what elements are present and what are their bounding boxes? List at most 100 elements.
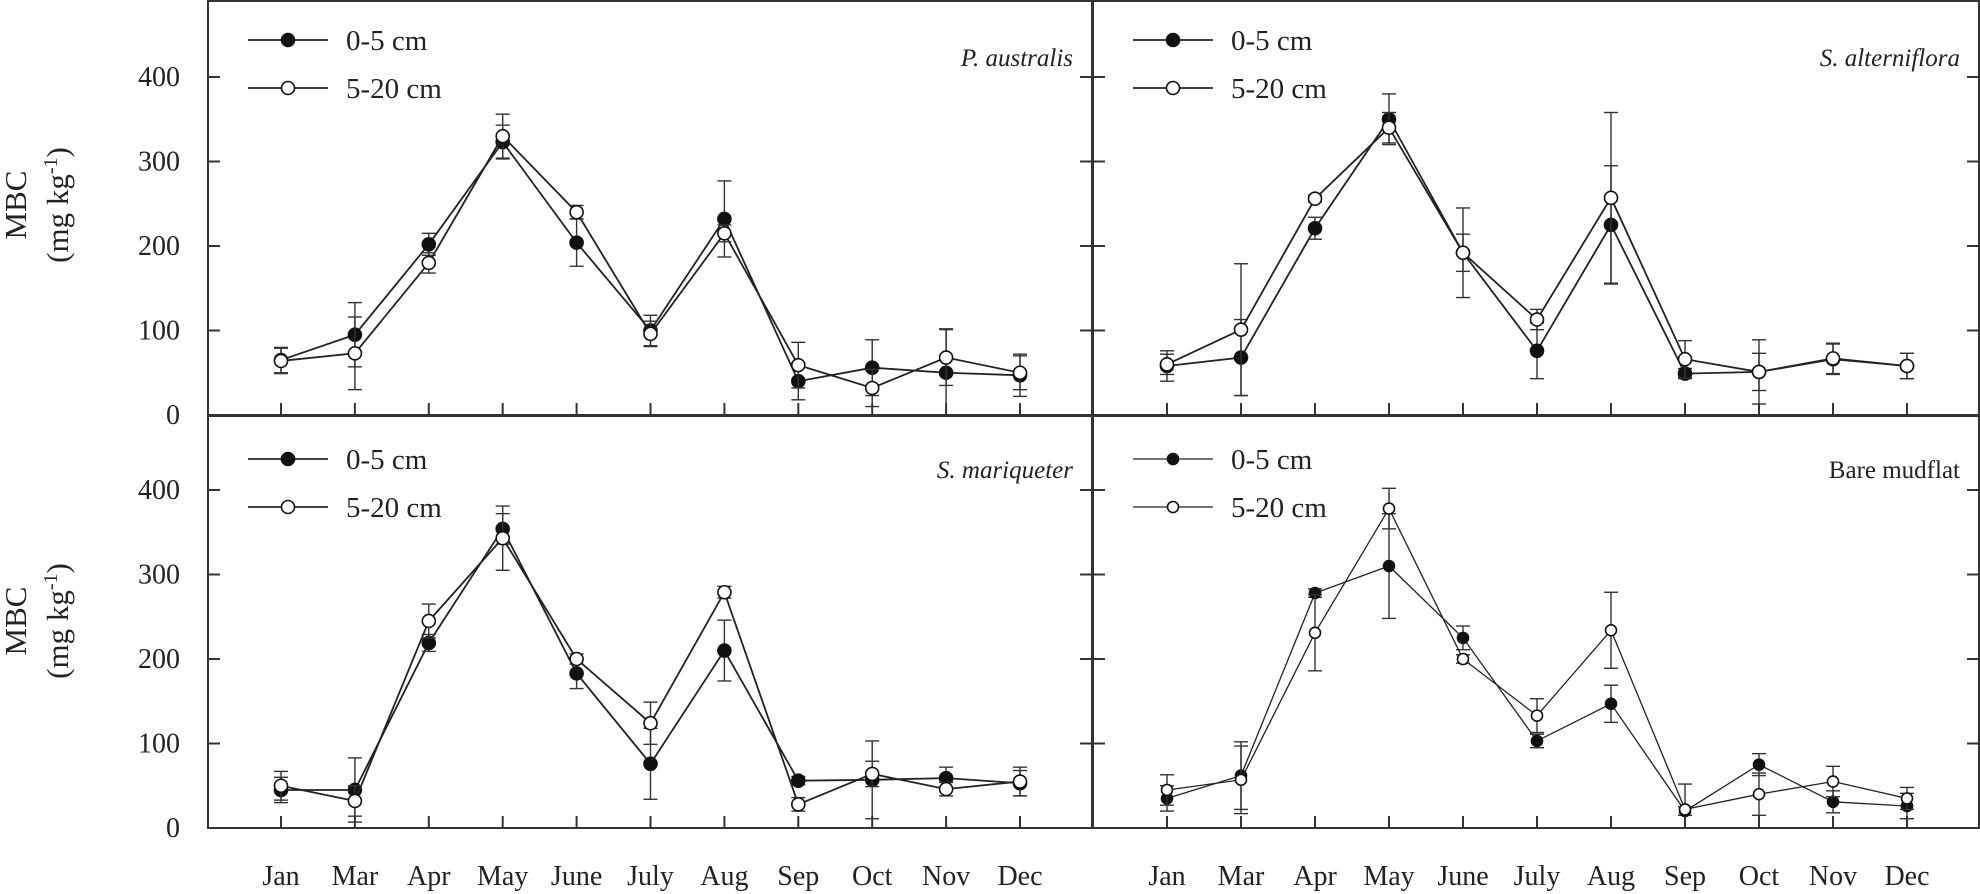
legend-marker [1165, 80, 1181, 96]
data-point [1604, 623, 1618, 637]
data-point [938, 781, 954, 797]
panel-title: Bare mudflat [1829, 457, 1960, 484]
data-point [421, 255, 437, 271]
data-point [569, 651, 584, 667]
data-point [643, 715, 658, 731]
series-line [1166, 507, 1908, 811]
legend-label: 5-20 cm [346, 73, 442, 105]
data-point [790, 773, 806, 788]
panel-title: S. mariqueter [937, 457, 1073, 484]
x-tick-label: Jan [1148, 861, 1185, 892]
data-point [1382, 559, 1396, 573]
x-tick-label: May [1363, 861, 1414, 892]
data-point [1678, 803, 1692, 816]
data-point [717, 584, 732, 600]
data-point [1603, 190, 1619, 206]
data-point [1159, 356, 1175, 372]
data-point [1456, 652, 1470, 666]
data-point [1677, 351, 1693, 367]
y-axis-unit: (mg kg-1) [40, 147, 75, 263]
data-point [1307, 220, 1323, 236]
data-point [1012, 365, 1028, 381]
y-tick-label: 100 [138, 729, 180, 760]
chart-panel-1: 0 100 200 300 400 MBC (mg kg-1) P. australis 0-5… [0, 0, 1093, 431]
x-tick-label: Mar [332, 861, 379, 892]
y-tick-label: 100 [138, 316, 180, 347]
x-tick-label: Nov [922, 861, 970, 892]
y-axis-unit: (mg kg-1) [40, 563, 75, 679]
data-point [495, 530, 511, 546]
y-tick-label: 200 [138, 644, 180, 675]
data-point [938, 350, 954, 365]
legend-marker [1166, 500, 1180, 514]
legend-label: 5-20 cm [1231, 73, 1327, 105]
legend-label: 0-5 cm [346, 25, 428, 57]
x-tick-label: Oct [1739, 861, 1780, 892]
y-tick-label: 300 [138, 147, 180, 178]
data-point [790, 797, 806, 812]
x-tick-label: Sep [1664, 861, 1706, 892]
data-point [1382, 502, 1396, 515]
data-point [1752, 787, 1766, 801]
x-tick-label: Apr [1293, 861, 1337, 892]
x-tick-label: Dec [1884, 861, 1929, 892]
data-point [1160, 783, 1174, 797]
y-tick-label: 0 [166, 400, 180, 431]
data-point [1604, 697, 1618, 711]
y-axis-title: MBC [0, 587, 33, 656]
y-tick-label: 0 [166, 813, 180, 844]
x-tick-label: Aug [700, 861, 748, 892]
x-tick-label: July [627, 861, 674, 892]
data-point [273, 778, 289, 794]
data-point [1826, 795, 1840, 809]
data-point [273, 353, 289, 369]
data-point [347, 346, 363, 361]
data-point [1825, 351, 1841, 366]
panel-title: P. australis [960, 45, 1073, 72]
y-tick-label: 300 [138, 560, 180, 591]
data-point [1456, 631, 1470, 645]
chart-panel-3: 0 100 200 300 400 Jan Mar Apr May June July Aug Sep O… [0, 415, 1093, 892]
legend-marker [1165, 32, 1181, 48]
x-tick-label: Oct [852, 861, 893, 892]
data-point [1307, 191, 1323, 206]
data-point [421, 613, 437, 629]
series-line [280, 134, 1021, 389]
plot-frame [207, 0, 1093, 416]
data-point [1381, 120, 1397, 135]
y-tick-label: 200 [138, 231, 180, 262]
data-point [569, 235, 584, 250]
legend-marker [280, 80, 296, 96]
x-tick-label: Aug [1587, 861, 1635, 892]
data-point [1826, 775, 1840, 788]
data-point [1529, 343, 1545, 359]
legend-marker [280, 32, 296, 48]
legend-label: 0-5 cm [1231, 25, 1313, 57]
data-point [1233, 322, 1249, 337]
x-tick-label: May [477, 861, 528, 892]
legend-label: 5-20 cm [1231, 492, 1327, 524]
data-point [1530, 709, 1544, 722]
y-tick-label: 400 [138, 62, 180, 93]
data-point [1530, 734, 1544, 748]
data-point [569, 666, 584, 681]
data-point [1900, 792, 1914, 805]
data-point [1529, 312, 1545, 327]
x-tick-label: Dec [997, 861, 1042, 892]
data-point [1751, 364, 1767, 380]
data-point [1899, 358, 1915, 374]
chart-panel-4: Jan Mar Apr May June July Aug Sep Oct Nov Dec Bare … [1092, 415, 1980, 892]
data-point [495, 128, 511, 144]
data-point [717, 211, 732, 227]
data-point [717, 643, 732, 658]
legend-label: 0-5 cm [1231, 444, 1313, 476]
data-point [864, 766, 880, 782]
data-point [421, 237, 437, 252]
panel-title: S. alterniflora [1820, 45, 1960, 72]
data-point [569, 204, 584, 220]
data-point [1012, 774, 1028, 789]
legend-marker [280, 451, 296, 467]
y-tick-label: 400 [138, 475, 180, 506]
x-tick-label: June [1437, 861, 1488, 892]
